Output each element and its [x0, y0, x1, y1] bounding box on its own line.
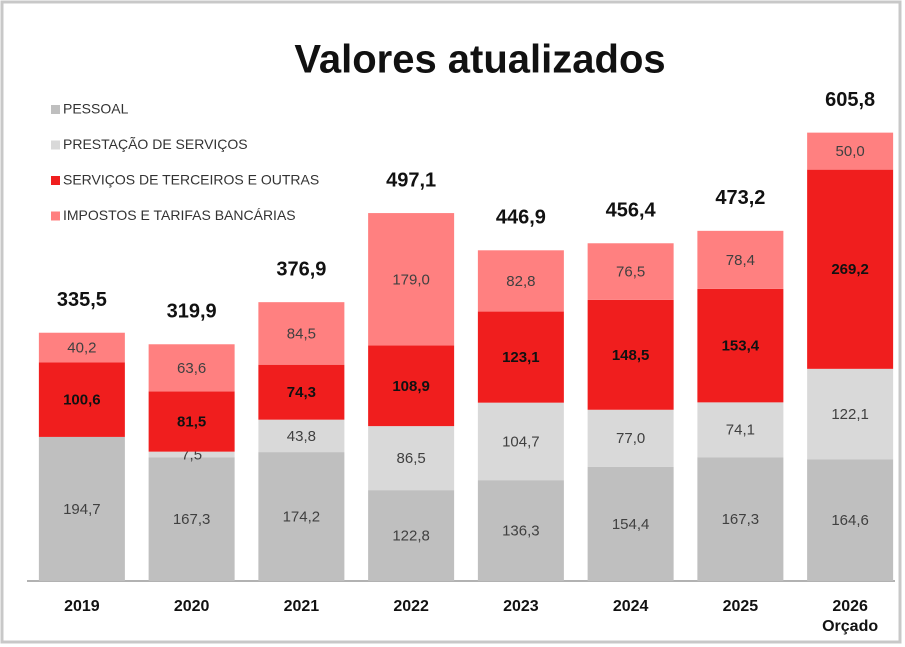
legend-label: PRESTAÇÃO DE SERVIÇOS	[63, 136, 248, 152]
bar-segment	[38, 436, 125, 581]
bar-segment	[258, 452, 345, 581]
bar-segment	[148, 457, 235, 581]
value-label: 86,5	[397, 450, 426, 467]
value-label: 50,0	[836, 143, 865, 160]
legend-swatch	[51, 211, 60, 221]
value-label: 123,1	[502, 349, 540, 366]
value-label: 43,8	[287, 428, 316, 445]
value-label: 104,7	[502, 433, 540, 450]
bar-segment	[148, 344, 235, 392]
value-label: 148,5	[612, 347, 650, 364]
value-label: 154,4	[612, 516, 650, 533]
total-label: 446,9	[496, 207, 546, 229]
bar-segment	[477, 311, 564, 403]
value-label: 164,6	[831, 512, 869, 529]
value-label: 78,4	[726, 252, 755, 269]
value-label: 40,2	[67, 340, 96, 357]
value-label: 269,2	[831, 261, 869, 278]
bar-segment	[477, 250, 564, 312]
value-label: 63,6	[177, 360, 206, 377]
legend-swatch	[51, 140, 60, 150]
x-tick-label: 2025	[722, 598, 759, 615]
bar-segment	[807, 459, 894, 581]
value-label: 153,4	[722, 338, 760, 355]
chart-title: Valores atualizados	[294, 38, 665, 82]
legend-label: PESSOAL	[63, 101, 129, 117]
bar-segment	[477, 402, 564, 481]
total-label: 335,5	[57, 289, 107, 311]
bar-segment	[368, 426, 455, 491]
value-label: 167,3	[722, 511, 760, 528]
bar-segment	[258, 302, 345, 365]
bar-segment	[587, 299, 674, 410]
value-label: 122,1	[831, 406, 869, 423]
bar-segment	[38, 332, 125, 363]
value-label: 81,5	[177, 413, 206, 430]
bar-segment	[587, 466, 674, 581]
x-tick-label: 2020	[173, 598, 210, 615]
value-label: 194,7	[63, 501, 101, 518]
legend-swatch	[51, 176, 60, 185]
value-label: 74,3	[287, 384, 316, 401]
bar-segment	[807, 169, 894, 369]
bar-segment	[697, 230, 784, 289]
bar-segment	[477, 480, 564, 581]
value-label: 77,0	[616, 430, 645, 447]
value-label: 74,1	[726, 422, 755, 439]
value-label: 76,5	[616, 264, 645, 281]
bar-segment	[258, 419, 345, 453]
value-label: 82,8	[506, 273, 535, 290]
value-label: 84,5	[287, 325, 316, 342]
legend-swatch	[51, 105, 60, 114]
legend-label: SERVIÇOS DE TERCEIROS E OUTRAS	[63, 172, 319, 188]
value-label: 179,0	[392, 271, 430, 288]
value-label: 136,3	[502, 523, 540, 540]
value-label: 108,9	[392, 378, 430, 395]
value-label: 122,8	[392, 528, 430, 545]
x-tick-label: 2019	[64, 598, 100, 615]
total-label: 319,9	[167, 301, 217, 323]
bar-segment	[587, 243, 674, 300]
total-label: 497,1	[386, 169, 436, 191]
bar-segment	[807, 132, 894, 170]
x-tick-label: 2026 Orçado	[822, 598, 879, 635]
bar-segment	[258, 364, 345, 420]
bar-segment	[148, 451, 235, 458]
bar-segment	[587, 409, 674, 467]
bar-segment	[148, 391, 235, 452]
legend-label: IMPOSTOS E TARIFAS BANCÁRIAS	[63, 207, 296, 223]
x-tick-label: 2024	[612, 598, 649, 615]
total-label: 456,4	[606, 200, 657, 222]
bar-segment	[368, 490, 455, 581]
value-label: 167,3	[173, 511, 211, 528]
x-tick-label: 2022	[393, 598, 429, 615]
value-label: 174,2	[283, 509, 321, 526]
bar-segment	[807, 368, 894, 460]
total-label: 376,9	[276, 258, 326, 280]
bar-segment	[697, 288, 784, 403]
x-tick-label: 2023	[503, 598, 539, 615]
bar-segment	[697, 402, 784, 458]
total-label: 605,8	[825, 89, 875, 111]
bar-segment	[368, 213, 455, 346]
bar-segment	[368, 345, 455, 427]
value-label: 100,6	[63, 392, 101, 409]
total-label: 473,2	[715, 187, 765, 209]
bar-segment	[697, 457, 784, 581]
x-tick-label: 2021	[283, 598, 320, 615]
bar-segment	[38, 362, 125, 437]
